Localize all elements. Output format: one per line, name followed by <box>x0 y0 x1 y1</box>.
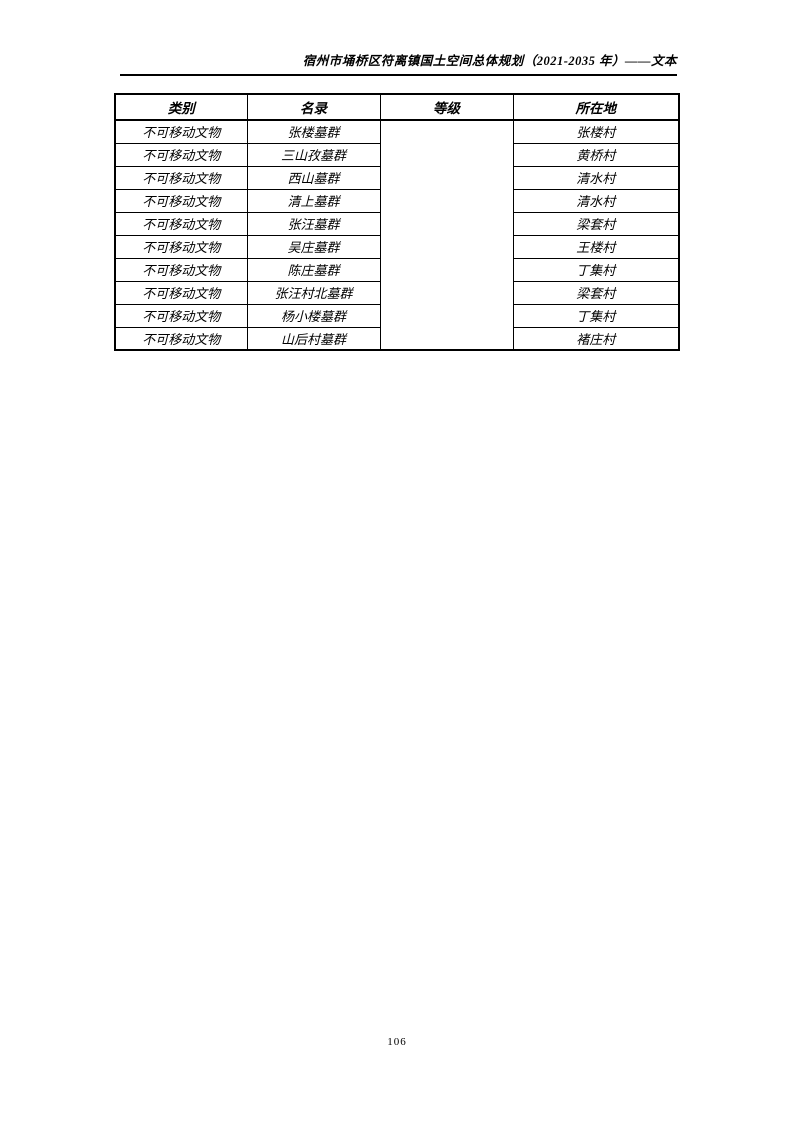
column-header-location: 所在地 <box>512 93 680 121</box>
page-number: 106 <box>387 1036 407 1048</box>
cell-name: 三山孜墓群 <box>246 142 381 167</box>
table-row: 不可移动文物 清上墓群 清水村 <box>114 188 680 213</box>
table-row: 不可移动文物 三山孜墓群 黄桥村 <box>114 142 680 167</box>
cell-location: 清水村 <box>512 165 680 190</box>
cell-category: 不可移动文物 <box>114 234 248 259</box>
cell-category: 不可移动文物 <box>114 165 248 190</box>
cell-category: 不可移动文物 <box>114 326 248 351</box>
table-row: 不可移动文物 杨小楼墓群 丁集村 <box>114 303 680 328</box>
table-row: 不可移动文物 山后村墓群 褚庄村 <box>114 326 680 351</box>
cell-location: 丁集村 <box>512 257 680 282</box>
cell-name: 吴庄墓群 <box>246 234 381 259</box>
cell-category: 不可移动文物 <box>114 211 248 236</box>
cell-location: 王楼村 <box>512 234 680 259</box>
cell-category: 不可移动文物 <box>114 280 248 305</box>
relics-table: 类别 名录 等级 所在地 不可移动文物 张楼墓群 张楼村 不可移动文物 三山孜墓… <box>114 93 680 351</box>
cell-name: 张楼墓群 <box>246 119 381 144</box>
cell-name: 山后村墓群 <box>246 326 381 351</box>
cell-location: 张楼村 <box>512 119 680 144</box>
table-row: 不可移动文物 张汪墓群 梁套村 <box>114 211 680 236</box>
cell-name: 张汪村北墓群 <box>246 280 381 305</box>
document-header-title: 宿州市埇桥区符离镇国土空间总体规划（2021-2035 年）——文本 <box>120 50 677 76</box>
cell-location: 梁套村 <box>512 280 680 305</box>
cell-category: 不可移动文物 <box>114 119 248 144</box>
cell-location: 梁套村 <box>512 211 680 236</box>
column-header-category: 类别 <box>114 93 248 121</box>
cell-location: 清水村 <box>512 188 680 213</box>
cell-category: 不可移动文物 <box>114 257 248 282</box>
cell-name: 清上墓群 <box>246 188 381 213</box>
table-row: 不可移动文物 陈庄墓群 丁集村 <box>114 257 680 282</box>
cell-location: 褚庄村 <box>512 326 680 351</box>
cell-name: 西山墓群 <box>246 165 381 190</box>
cell-grade-merged <box>379 119 514 351</box>
cell-name: 杨小楼墓群 <box>246 303 381 328</box>
cell-name: 陈庄墓群 <box>246 257 381 282</box>
table-row: 不可移动文物 吴庄墓群 王楼村 <box>114 234 680 259</box>
table-row: 不可移动文物 张汪村北墓群 梁套村 <box>114 280 680 305</box>
column-header-grade: 等级 <box>379 93 514 121</box>
cell-location: 丁集村 <box>512 303 680 328</box>
cell-category: 不可移动文物 <box>114 303 248 328</box>
cell-location: 黄桥村 <box>512 142 680 167</box>
relics-table-container: 类别 名录 等级 所在地 不可移动文物 张楼墓群 张楼村 不可移动文物 三山孜墓… <box>114 93 680 351</box>
column-header-name: 名录 <box>246 93 381 121</box>
cell-name: 张汪墓群 <box>246 211 381 236</box>
table-row: 不可移动文物 张楼墓群 张楼村 <box>114 119 680 351</box>
table-header-row: 类别 名录 等级 所在地 <box>114 93 680 121</box>
cell-category: 不可移动文物 <box>114 188 248 213</box>
cell-category: 不可移动文物 <box>114 142 248 167</box>
